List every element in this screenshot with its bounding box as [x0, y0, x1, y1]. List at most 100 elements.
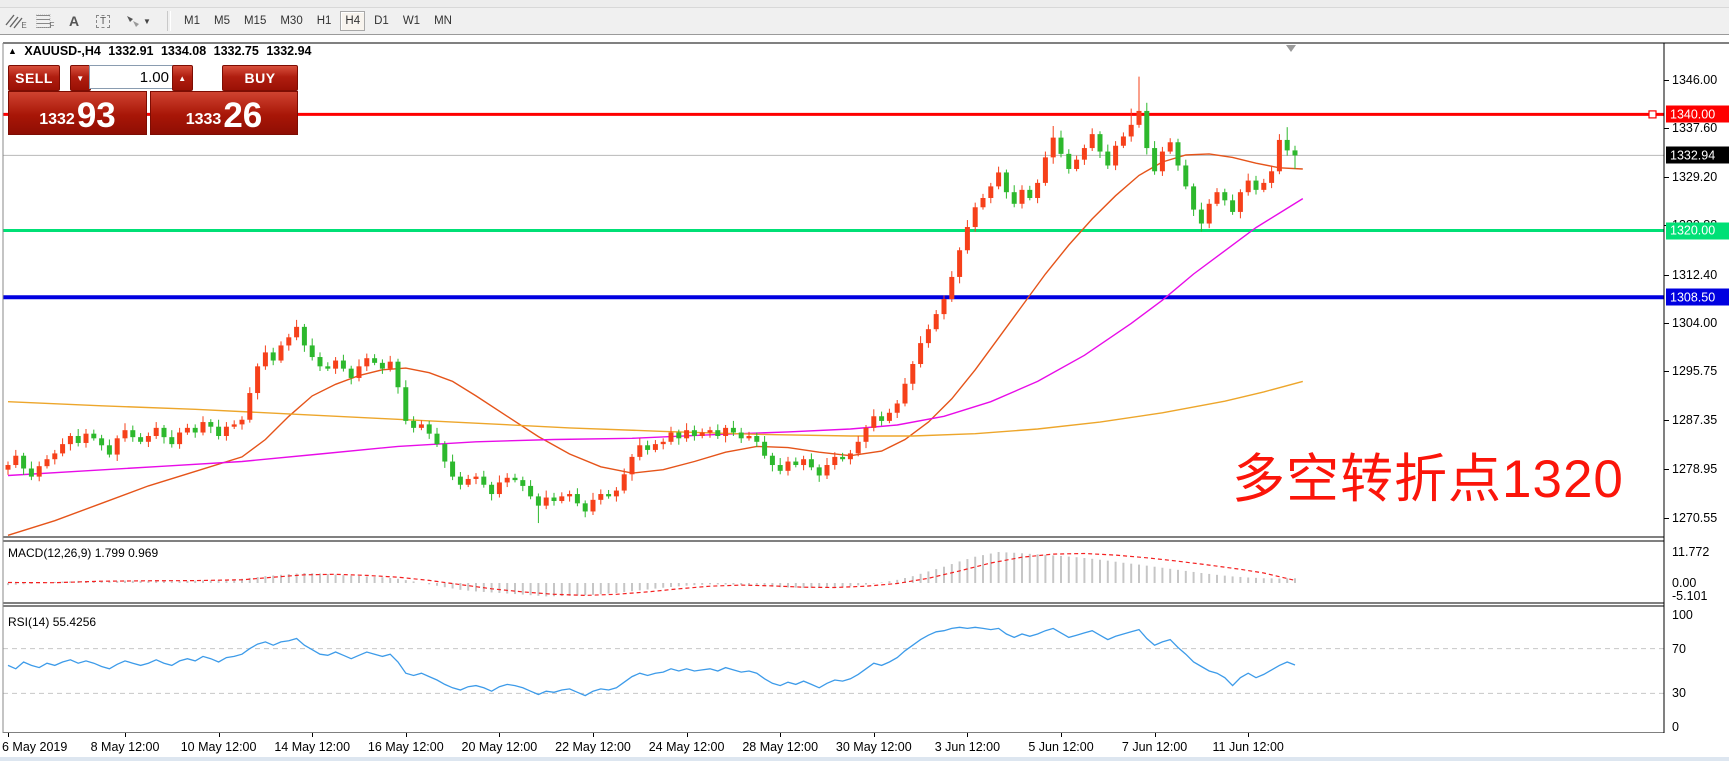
date-axis[interactable]: 6 May 2019 8 May 12:00 10 May 12:00 14 May …: [0, 733, 1729, 757]
pane-borders: [2, 42, 1729, 734]
macd-tick-11.772: 11.772: [1672, 545, 1710, 559]
grid-icon-sublabel: F: [49, 20, 55, 30]
fast-ma-line: [7, 153, 1303, 536]
chart-window: ▲ XAUUSD-,H4 1332.91 1334.08 1332.75 133…: [0, 38, 1729, 761]
price-tick-mark: [1664, 323, 1669, 325]
price-tick-1304.00: 1304.00: [1672, 316, 1718, 331]
arrows-tool-icon[interactable]: ▼: [119, 10, 157, 32]
text-label-tool-icon[interactable]: A: [68, 13, 80, 29]
sell-price-big: 93: [76, 96, 116, 135]
rsi-value: 55.4256: [52, 615, 97, 629]
price-tick-mark: [1664, 274, 1669, 276]
timeframe-button-M5[interactable]: M5: [209, 11, 235, 31]
rsi-indicator-label: RSI(14) 55.4256: [8, 615, 97, 629]
shift-marker-icon[interactable]: [1286, 45, 1296, 52]
volume-input[interactable]: [89, 65, 174, 89]
date-tick-mark: [405, 733, 407, 737]
date-tick-8-May-12-00: 8 May 12:00: [90, 740, 160, 754]
toolbar-upper-row-clipped: [0, 0, 1729, 8]
buy-price-small: 1333: [185, 111, 222, 128]
macd-pane: [7, 552, 1296, 597]
price-tick-1270.55: 1270.55: [1672, 510, 1718, 525]
price-tick-mark: [1664, 128, 1669, 130]
price-tick-mark: [1664, 468, 1669, 470]
timeframe-button-W1[interactable]: W1: [398, 11, 425, 31]
price-tick-1337.60: 1337.60: [1672, 121, 1718, 136]
timeframe-button-H1[interactable]: H1: [312, 11, 337, 31]
price-axis[interactable]: 1346.001337.601329.201320.881312.401304.…: [1664, 38, 1729, 734]
hline-handle[interactable]: [1648, 110, 1657, 119]
date-tick-5-Jun-12-00: 5 Jun 12:00: [1028, 740, 1094, 754]
sell-button[interactable]: SELL: [8, 65, 60, 91]
macd-indicator-label: MACD(12,26,9) 1.799 0.969: [8, 546, 159, 560]
slow-ma-line: [7, 380, 1303, 437]
medium-ma-line: [7, 198, 1304, 477]
down-arrow-icon: ▼: [76, 73, 85, 83]
symbol-ohlc-line: ▲ XAUUSD-,H4 1332.91 1334.08 1332.75 133…: [8, 44, 316, 58]
date-tick-7-Jun-12-00: 7 Jun 12:00: [1121, 740, 1188, 754]
timeframe-button-D1[interactable]: D1: [369, 11, 394, 31]
close-value: 1332.94: [266, 44, 312, 58]
price-badge-1332.94: 1332.94: [1666, 146, 1729, 164]
date-tick-16-May-12-00: 16 May 12:00: [367, 740, 444, 754]
price-tick-mark: [1664, 177, 1669, 179]
equidistant-channel-icon[interactable]: E: [3, 10, 29, 32]
timeframe-button-M30[interactable]: M30: [275, 11, 307, 31]
price-badge-1320.00: 1320.00: [1666, 222, 1729, 239]
date-tick-mark: [125, 733, 126, 737]
timeframe-button-H4[interactable]: H4: [340, 11, 366, 31]
date-tick-28-May-12-00: 28 May 12:00: [742, 740, 819, 754]
price-tick-1312.40: 1312.40: [1672, 267, 1718, 282]
main-toolbar: E F A T ▼ M1 M5 M15 M30 H1 H4 D1 W: [0, 8, 1729, 35]
price-tick-1295.75: 1295.75: [1672, 364, 1718, 379]
date-tick-mark: [873, 733, 875, 737]
buy-button[interactable]: BUY: [222, 65, 298, 91]
open-value: 1332.91: [108, 44, 154, 58]
date-tick-22-May-12-00: 22 May 12:00: [555, 740, 631, 754]
timeframe-button-M1[interactable]: M1: [179, 11, 205, 31]
timeframe-button-MN[interactable]: MN: [429, 11, 457, 31]
dropdown-caret-icon: ▼: [143, 16, 151, 26]
price-tick-1329.20: 1329.20: [1672, 170, 1718, 185]
rsi-tick-30: 30: [1672, 686, 1686, 701]
rsi-tick-100: 100: [1672, 608, 1693, 622]
date-tick-mark: [499, 733, 501, 737]
timeframe-button-group: M1 M5 M15 M30 H1 H4 D1 W1 MN: [177, 11, 459, 31]
candlesticks: [5, 76, 1298, 524]
symbol-marker-icon: ▲: [8, 46, 17, 56]
sell-price-small: 1332: [39, 111, 75, 128]
date-tick-14-May-12-00: 14 May 12:00: [274, 740, 351, 754]
symbol-name: XAUUSD-,H4: [24, 44, 101, 58]
low-value: 1332.75: [213, 44, 259, 58]
macd-values: 1.799 0.969: [94, 546, 159, 560]
volume-decrease-button[interactable]: ▼: [70, 65, 91, 91]
macd-signal-line: [7, 552, 1296, 597]
chart-text-annotation[interactable]: 多空转折点1320: [1232, 450, 1624, 509]
date-tick-11-Jun-12-00: 11 Jun 12:00: [1212, 740, 1284, 754]
price-tick-mark: [1664, 420, 1669, 421]
price-tick-1287.35: 1287.35: [1672, 413, 1718, 427]
text-box-tool-icon[interactable]: T: [90, 10, 116, 32]
macd-tick--5.101: -5.101: [1672, 589, 1708, 604]
channel-icon-sublabel: E: [21, 20, 27, 30]
date-tick-24-May-12-00: 24 May 12:00: [648, 740, 725, 754]
sell-price-display[interactable]: 1332 93: [8, 91, 147, 135]
date-tick-mark: [218, 733, 220, 737]
volume-increase-button[interactable]: ▲: [172, 65, 193, 91]
timeframe-button-M15[interactable]: M15: [239, 11, 271, 31]
price-tick-mark: [1664, 79, 1669, 81]
price-tick-mark: [1664, 517, 1669, 519]
date-tick-mark: [1154, 733, 1156, 737]
rsi-pane: [3, 626, 1664, 697]
date-tick-3-Jun-12-00: 3 Jun 12:00: [934, 740, 1001, 754]
date-tick-mark: [1248, 733, 1250, 737]
toolbar-separator: [167, 11, 171, 31]
date-tick-mark: [593, 733, 594, 737]
date-tick-6-May-2019: 6 May 2019: [2, 740, 68, 754]
fibo-grid-icon[interactable]: F: [32, 10, 58, 32]
statusbar-edge: [0, 757, 1729, 761]
chart-canvas[interactable]: [0, 38, 1729, 757]
rsi-tick-0: 0: [1672, 720, 1679, 734]
buy-price-display[interactable]: 1333 26: [150, 91, 298, 135]
